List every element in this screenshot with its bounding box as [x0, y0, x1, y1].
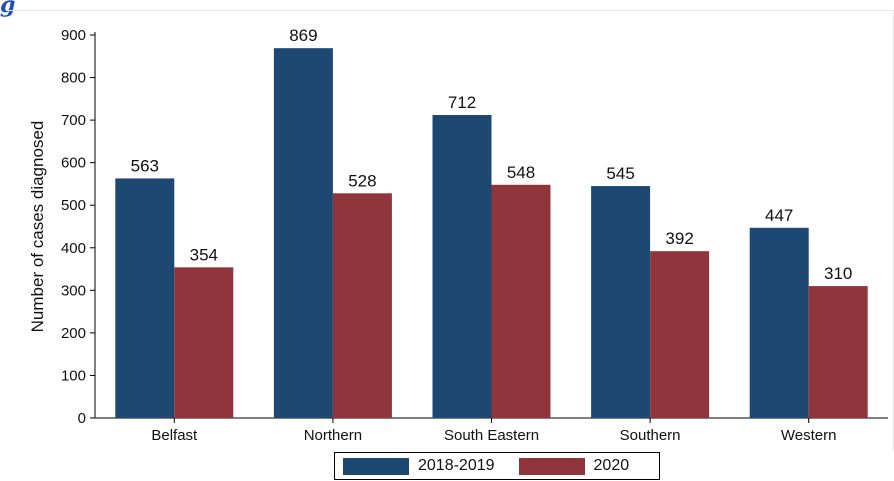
legend-item-series-1: 2018-2019 — [335, 457, 495, 475]
legend-swatch-series-2 — [518, 457, 585, 475]
bar-value-label: 447 — [765, 206, 793, 225]
legend-label-series-1: 2018-2019 — [418, 457, 495, 474]
bar-southern-series-1 — [591, 186, 651, 418]
y-tick-label: 200 — [61, 325, 86, 342]
bar-belfast-series-1 — [115, 178, 175, 418]
bar-value-label: 545 — [606, 164, 634, 183]
y-tick-label: 700 — [61, 112, 86, 129]
x-tick-label: Western — [781, 427, 837, 444]
bar-south-eastern-series-1 — [432, 115, 492, 418]
bar-value-label: 563 — [131, 156, 159, 175]
x-tick-label: South Eastern — [444, 427, 539, 444]
x-tick-label: Southern — [620, 427, 681, 444]
y-tick-label: 600 — [61, 155, 86, 172]
y-tick-label: 400 — [61, 240, 86, 257]
y-tick-label: 500 — [61, 197, 86, 214]
y-tick-label: 0 — [78, 410, 86, 427]
bar-northern-series-2 — [332, 193, 392, 418]
bar-belfast-series-2 — [174, 267, 234, 418]
bar-western-series-1 — [749, 227, 809, 418]
legend-label-series-2: 2020 — [593, 457, 630, 474]
legend: 2018-2019 2020 — [334, 452, 660, 480]
bar-south-eastern-series-2 — [491, 184, 551, 418]
y-axis-label: Number of cases diagnosed — [28, 121, 47, 333]
y-tick-label: 100 — [61, 367, 86, 384]
x-tick-label: Belfast — [151, 427, 198, 444]
legend-swatch-series-1 — [343, 457, 409, 475]
bar-western-series-2 — [808, 286, 868, 418]
x-tick-label: Northern — [304, 427, 362, 444]
bar-southern-series-2 — [650, 251, 710, 418]
bar-value-label: 392 — [665, 229, 693, 248]
bar-value-label: 310 — [824, 264, 852, 283]
bar-value-label: 354 — [190, 245, 218, 264]
bar-value-label: 528 — [348, 171, 376, 190]
bar-value-label: 869 — [289, 26, 317, 45]
bar-northern-series-1 — [273, 48, 333, 418]
bar-value-label: 712 — [448, 93, 476, 112]
bar-value-label: 548 — [507, 163, 535, 182]
y-tick-label: 900 — [61, 27, 86, 44]
figure-label: g — [0, 0, 16, 18]
y-tick-label: 800 — [61, 70, 86, 87]
legend-item-series-2: 2020 — [495, 457, 630, 475]
y-tick-label: 300 — [61, 282, 86, 299]
